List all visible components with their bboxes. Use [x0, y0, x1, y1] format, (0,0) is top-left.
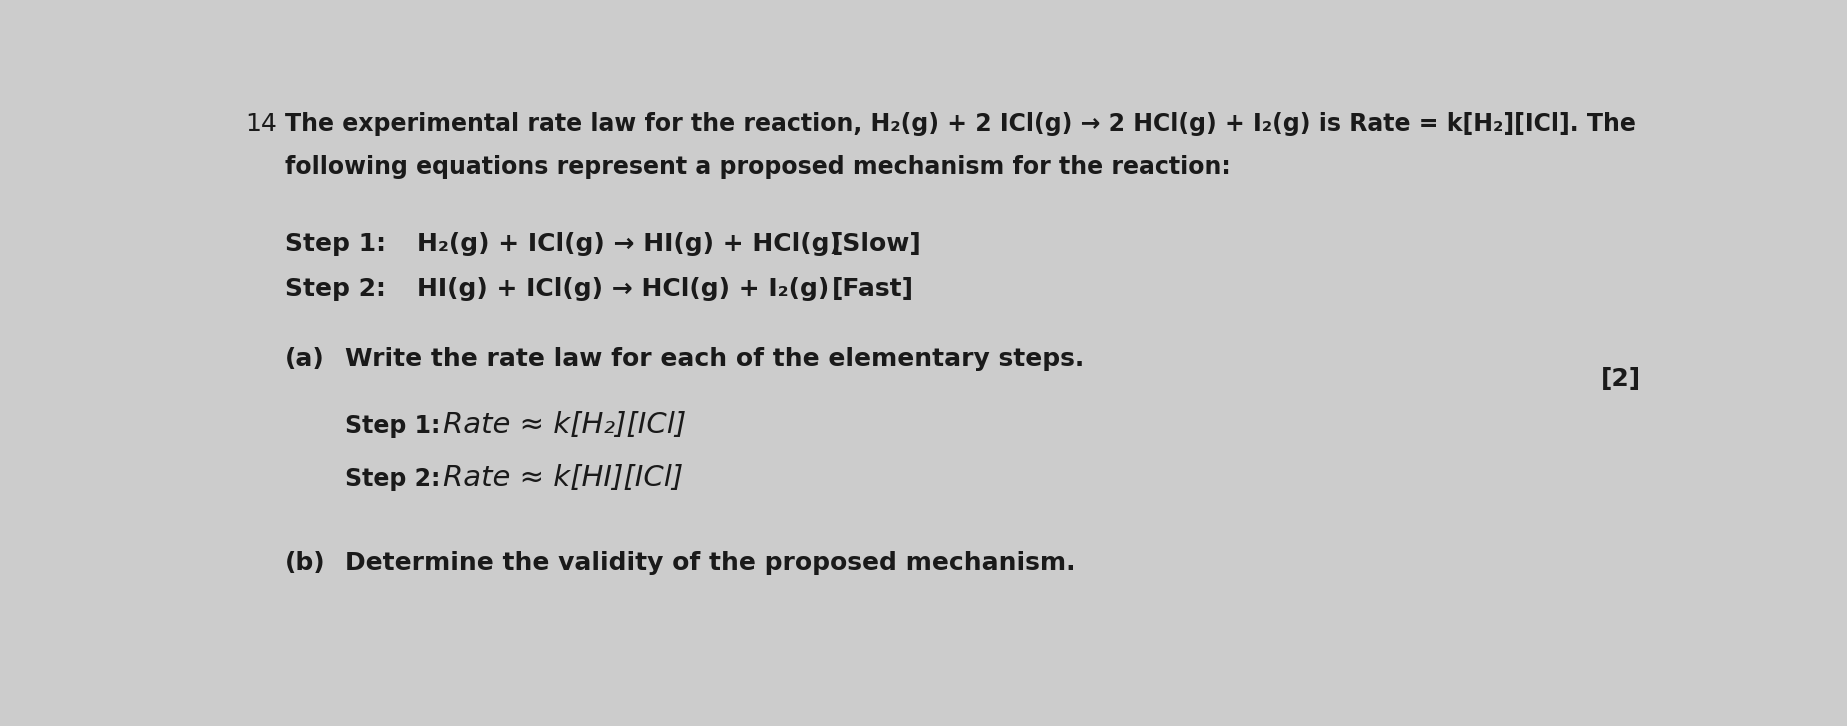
Text: Step 2:: Step 2: [345, 468, 441, 492]
Text: HI(g) + ICl(g) → HCl(g) + I₂(g): HI(g) + ICl(g) → HCl(g) + I₂(g) [417, 277, 829, 301]
Text: [Slow]: [Slow] [831, 232, 922, 256]
Text: Step 2:: Step 2: [284, 277, 386, 301]
Text: (b): (b) [284, 551, 325, 575]
Text: [2]: [2] [1601, 367, 1640, 391]
Text: [Fast]: [Fast] [831, 277, 914, 301]
Text: (a): (a) [284, 347, 325, 371]
Text: Rate ≈ k[HI][ICl]: Rate ≈ k[HI][ICl] [443, 465, 683, 492]
Text: Step 1:: Step 1: [284, 232, 386, 256]
Text: The experimental rate law for the reaction, H₂(g) + 2 ICl(g) → 2 HCl(g) + I₂(g) : The experimental rate law for the reacti… [284, 113, 1636, 136]
Text: 14: 14 [246, 113, 277, 136]
Text: following equations represent a proposed mechanism for the reaction:: following equations represent a proposed… [284, 155, 1230, 179]
Text: H₂(g) + ICl(g) → HI(g) + HCl(g): H₂(g) + ICl(g) → HI(g) + HCl(g) [417, 232, 840, 256]
Text: Step 1:: Step 1: [345, 414, 441, 439]
Text: Write the rate law for each of the elementary steps.: Write the rate law for each of the eleme… [345, 347, 1084, 371]
Text: Rate ≈ k[H₂][ICl]: Rate ≈ k[H₂][ICl] [443, 412, 685, 439]
Text: Determine the validity of the proposed mechanism.: Determine the validity of the proposed m… [345, 551, 1077, 575]
